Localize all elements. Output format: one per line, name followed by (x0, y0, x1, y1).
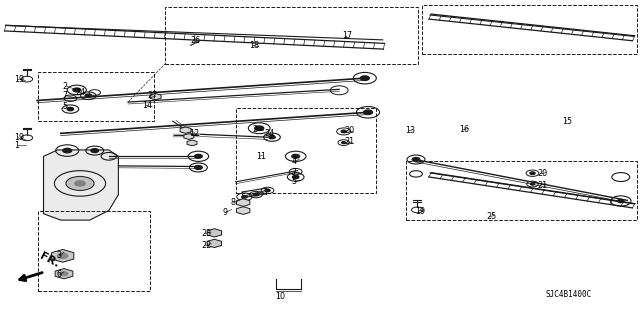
Circle shape (91, 149, 99, 152)
Text: 2: 2 (63, 82, 68, 91)
Text: 25: 25 (486, 212, 497, 221)
Text: 19: 19 (14, 133, 24, 142)
Bar (236, 108, 376, 193)
Circle shape (195, 166, 202, 169)
Text: 9: 9 (223, 208, 228, 217)
Text: 7: 7 (291, 168, 296, 177)
Text: 22: 22 (202, 241, 212, 250)
Text: 20: 20 (538, 169, 548, 178)
Text: 5: 5 (63, 102, 68, 111)
Text: 11: 11 (256, 152, 266, 161)
Circle shape (67, 108, 74, 111)
Text: 16: 16 (460, 125, 470, 134)
Text: 13: 13 (405, 126, 415, 135)
Circle shape (242, 196, 247, 198)
Bar (38, 211, 150, 291)
Text: 8: 8 (230, 198, 236, 207)
Text: 19: 19 (415, 207, 425, 216)
Bar (406, 161, 637, 220)
Circle shape (531, 183, 534, 185)
Text: 17: 17 (342, 31, 353, 40)
Circle shape (195, 154, 202, 158)
Text: 3: 3 (56, 251, 61, 260)
Polygon shape (180, 127, 191, 133)
Circle shape (360, 76, 369, 80)
Text: 5: 5 (291, 177, 296, 186)
Text: 14: 14 (142, 101, 152, 110)
Polygon shape (52, 249, 74, 262)
Circle shape (269, 136, 275, 139)
Text: 21: 21 (538, 181, 548, 189)
Text: 20: 20 (344, 126, 355, 135)
Circle shape (58, 253, 68, 258)
Text: 23: 23 (202, 229, 212, 238)
Bar (38, 72, 154, 121)
Text: FR.: FR. (38, 251, 61, 269)
Circle shape (292, 154, 300, 158)
Circle shape (60, 272, 68, 276)
Text: 24: 24 (76, 88, 86, 97)
Polygon shape (55, 269, 73, 279)
Polygon shape (237, 207, 250, 214)
Text: 12: 12 (189, 130, 199, 138)
Circle shape (618, 199, 624, 203)
Circle shape (412, 158, 420, 161)
Circle shape (364, 110, 372, 115)
Text: SJC4B1400C: SJC4B1400C (545, 290, 591, 299)
Text: 21: 21 (344, 137, 355, 146)
Text: 10: 10 (275, 292, 285, 301)
Text: 19: 19 (14, 75, 24, 84)
Polygon shape (44, 150, 118, 220)
Text: 18: 18 (250, 41, 260, 50)
Circle shape (63, 148, 72, 153)
Text: 24: 24 (264, 130, 275, 138)
Text: 1: 1 (14, 141, 19, 150)
Circle shape (341, 130, 346, 133)
Text: 2: 2 (253, 125, 258, 134)
Circle shape (75, 181, 85, 186)
Circle shape (85, 94, 92, 97)
Circle shape (253, 193, 259, 196)
Circle shape (265, 189, 270, 192)
Circle shape (73, 88, 81, 92)
Text: 6: 6 (56, 271, 61, 279)
Circle shape (255, 126, 264, 130)
Text: 15: 15 (562, 117, 572, 126)
Text: 7: 7 (63, 91, 68, 100)
Circle shape (342, 142, 346, 144)
Polygon shape (207, 239, 221, 248)
Circle shape (292, 175, 299, 179)
Circle shape (66, 176, 94, 190)
Polygon shape (237, 199, 250, 206)
Text: 4: 4 (291, 157, 296, 166)
Text: 27: 27 (147, 91, 157, 100)
Polygon shape (207, 229, 221, 237)
Bar (165, 7, 418, 64)
Polygon shape (184, 134, 194, 139)
Polygon shape (150, 93, 161, 100)
Circle shape (530, 172, 535, 174)
Polygon shape (187, 140, 197, 146)
Bar (422, 5, 637, 54)
Text: 26: 26 (191, 36, 201, 45)
